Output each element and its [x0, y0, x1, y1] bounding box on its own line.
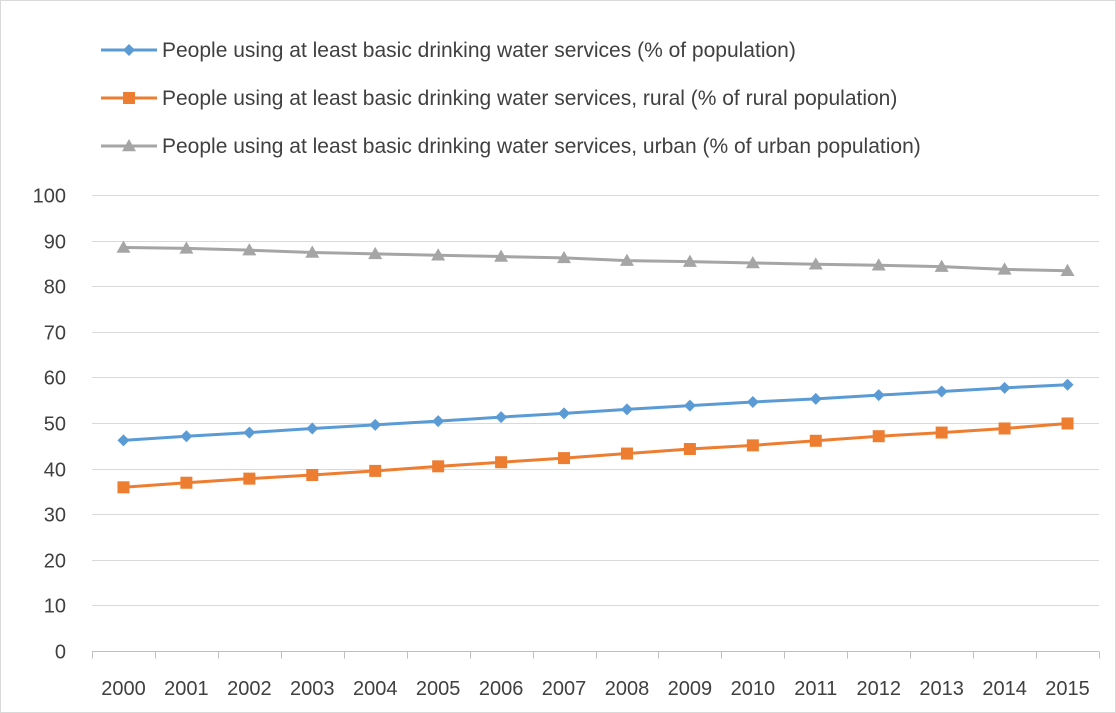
data-point-square — [872, 430, 885, 443]
data-point-triangle — [745, 255, 760, 269]
data-point-triangle — [179, 241, 194, 254]
data-point-diamond — [998, 381, 1011, 394]
data-point-triangle — [116, 240, 131, 253]
x-tick-label: 2009 — [668, 678, 713, 700]
data-point-diamond — [495, 411, 508, 424]
y-tick-label: 80 — [44, 277, 66, 299]
data-point-square — [432, 460, 445, 473]
data-point-triangle — [557, 250, 572, 264]
data-point-diamond — [620, 403, 633, 416]
data-point-square — [306, 468, 319, 481]
data-point-diamond — [123, 44, 135, 56]
y-tick-label: 20 — [44, 551, 66, 573]
series-triangle — [116, 240, 1075, 276]
x-tick-label: 2013 — [919, 678, 964, 700]
data-point-diamond — [872, 389, 885, 402]
x-tick-label: 2000 — [101, 678, 146, 700]
data-point-triangle — [368, 246, 383, 260]
data-point-triangle — [997, 262, 1012, 275]
x-tick-label: 2011 — [794, 678, 837, 700]
data-point-square — [1061, 417, 1074, 430]
x-tick-label: 2003 — [290, 678, 335, 700]
data-point-triangle — [619, 253, 634, 266]
data-point-diamond — [1061, 378, 1074, 391]
legend-label: People using at least basic drinking wat… — [162, 39, 796, 62]
legend-label: People using at least basic drinking wat… — [162, 87, 897, 110]
data-point-diamond — [935, 385, 948, 398]
data-point-triangle — [494, 249, 509, 262]
x-tick-label: 2005 — [416, 678, 461, 700]
y-tick-label: 50 — [44, 414, 66, 436]
data-point-triangle — [122, 139, 136, 152]
data-point-square — [746, 439, 759, 452]
series-line — [121, 383, 1070, 442]
data-point-triangle — [934, 259, 949, 272]
legend: People using at least basic drinking wat… — [101, 39, 921, 158]
x-tick-label: 2010 — [731, 678, 776, 700]
data-point-square — [809, 434, 822, 447]
series-diamond — [117, 378, 1074, 447]
y-tick-label: 60 — [44, 368, 66, 390]
data-point-square — [558, 452, 571, 465]
x-tick-label: 2012 — [856, 678, 901, 700]
data-point-triangle — [1060, 263, 1075, 276]
y-tick-label: 40 — [44, 460, 66, 482]
data-point-diamond — [180, 430, 193, 443]
data-point-diamond — [683, 399, 696, 412]
data-point-square — [998, 422, 1011, 435]
series-square — [117, 417, 1074, 494]
legend-entry: People using at least basic drinking wat… — [101, 39, 796, 62]
data-point-triangle — [242, 243, 257, 256]
x-tick-label: 2015 — [1045, 678, 1090, 700]
y-tick-label: 70 — [44, 323, 66, 345]
x-tick-label: 2004 — [353, 678, 398, 700]
x-tick-label: 2001 — [164, 678, 209, 700]
gridlines — [92, 195, 1099, 606]
data-point-triangle — [808, 257, 823, 270]
data-point-triangle — [305, 245, 320, 258]
axes: 0 10 20 30 40 50 60 70 80 90 100 2000 2001 2002 2003 20… — [33, 186, 1100, 700]
data-point-square — [935, 426, 948, 439]
legend-entry: People using at least basic drinking wat… — [101, 135, 921, 158]
data-point-triangle — [682, 254, 697, 267]
x-tick-label: 2014 — [982, 678, 1027, 700]
data-point-diamond — [369, 418, 382, 431]
data-point-square — [243, 472, 256, 485]
data-point-square — [495, 456, 508, 469]
data-point-diamond — [306, 422, 319, 435]
legend-label: People using at least basic drinking wat… — [162, 135, 921, 158]
y-tick-label: 90 — [44, 232, 66, 254]
data-point-square — [369, 464, 382, 477]
y-tick-label: 10 — [44, 596, 66, 618]
series-line — [121, 245, 1070, 273]
data-point-diamond — [746, 396, 759, 409]
data-point-diamond — [558, 407, 571, 420]
legend-entry: People using at least basic drinking wat… — [101, 87, 897, 110]
x-tick-label: 2008 — [605, 678, 650, 700]
x-tick-label: 2007 — [542, 678, 587, 700]
series-line — [121, 421, 1070, 489]
x-tick-label: 2002 — [227, 678, 272, 700]
x-tick-label: 2006 — [479, 678, 524, 700]
data-point-diamond — [243, 426, 256, 439]
data-point-square — [620, 447, 633, 460]
data-point-square — [683, 442, 696, 455]
data-point-square — [123, 92, 135, 104]
y-tick-label: 0 — [55, 642, 66, 664]
data-point-diamond — [809, 392, 822, 405]
y-tick-label: 100 — [33, 186, 66, 208]
data-point-diamond — [117, 434, 130, 447]
series-lines — [116, 240, 1075, 494]
data-point-square — [117, 481, 130, 494]
data-point-triangle — [431, 248, 446, 261]
y-tick-label: 30 — [44, 505, 66, 527]
data-point-diamond — [432, 415, 445, 428]
data-point-triangle — [871, 258, 886, 271]
data-point-square — [180, 476, 193, 489]
